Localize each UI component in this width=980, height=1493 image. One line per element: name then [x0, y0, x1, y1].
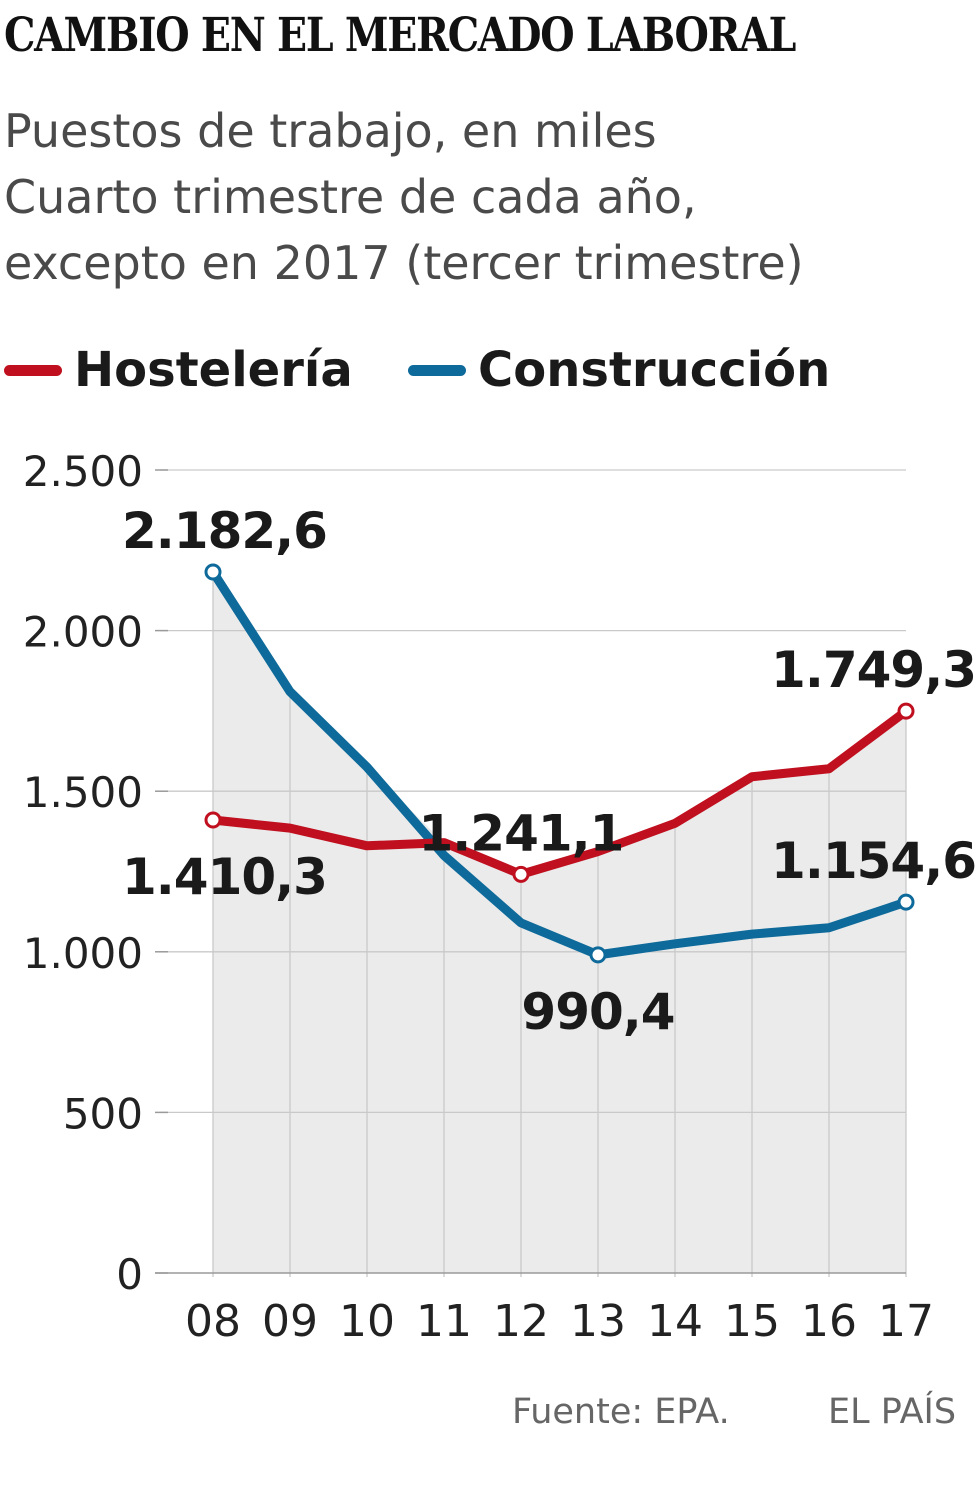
series-line-hosteleria	[208, 706, 911, 879]
subtitle-line: Puestos de trabajo, en miles	[4, 104, 657, 158]
point-layer	[204, 563, 915, 964]
y-tick-label: 1.000	[23, 929, 143, 978]
data-point-hosteleria	[512, 865, 530, 883]
subtitle-line: excepto en 2017 (tercer trimestre)	[4, 236, 804, 290]
y-tick-label: 1.500	[23, 768, 143, 817]
x-tick-label: 15	[724, 1296, 780, 1347]
brand-credit: EL PAÍS	[828, 1392, 957, 1432]
y-tick-label: 0	[116, 1250, 143, 1299]
data-label: 1.749,3	[771, 641, 976, 699]
chart-title: CAMBIO EN EL MERCADO LABORAL	[4, 8, 796, 63]
y-tick-label: 2.000	[23, 608, 143, 657]
axis-layer: 0 500 1.000 1.500 2.000 2.500 08 09 10 11 12 13 14 15…	[23, 447, 934, 1347]
data-label: 990,4	[521, 983, 674, 1041]
x-tick-label: 11	[416, 1296, 472, 1347]
legend-item-construccion: Construcción	[408, 340, 830, 400]
legend-swatch-hosteleria	[4, 364, 62, 376]
grid-layer	[160, 469, 907, 1277]
legend-item-hosteleria: Hostelería	[4, 340, 353, 400]
shaded-area	[213, 571, 906, 1273]
area-layer	[213, 571, 906, 1273]
label-layer: 1.410,3 1.241,1 1.749,3 2.182,6 990,4 1.154,6	[122, 502, 977, 1041]
data-point-construccion	[204, 563, 222, 581]
x-tick-label: 10	[339, 1296, 395, 1347]
x-tick-label: 14	[647, 1296, 703, 1347]
y-tick-label: 2.500	[23, 447, 143, 496]
data-point-hosteleria	[204, 811, 222, 829]
x-tick-label: 08	[185, 1296, 241, 1347]
subtitle-line: Cuarto trimestre de cada año,	[4, 170, 697, 224]
x-tick-label: 09	[262, 1296, 318, 1347]
data-point-hosteleria	[897, 702, 915, 720]
data-label: 2.182,6	[122, 502, 327, 560]
chart-subtitle: Puestos de trabajo, en miles Cuarto trim…	[4, 98, 804, 296]
y-tick-label: 500	[63, 1089, 143, 1138]
source-note: Fuente: EPA.	[512, 1392, 730, 1432]
data-point-construccion	[589, 946, 607, 964]
data-label: 1.154,6	[771, 832, 976, 890]
data-point-construccion	[897, 893, 915, 911]
data-label: 1.241,1	[419, 804, 624, 862]
series-line-construccion	[208, 567, 911, 960]
line-layer	[208, 567, 911, 960]
x-tick-label: 17	[878, 1296, 934, 1347]
legend-label-construccion: Construcción	[478, 342, 831, 398]
x-tick-label: 16	[801, 1296, 857, 1347]
x-tick-label: 13	[570, 1296, 626, 1347]
legend-swatch-construccion	[408, 364, 466, 376]
legend-label-hosteleria: Hostelería	[74, 342, 353, 398]
data-label: 1.410,3	[122, 848, 327, 906]
x-tick-label: 12	[493, 1296, 549, 1347]
